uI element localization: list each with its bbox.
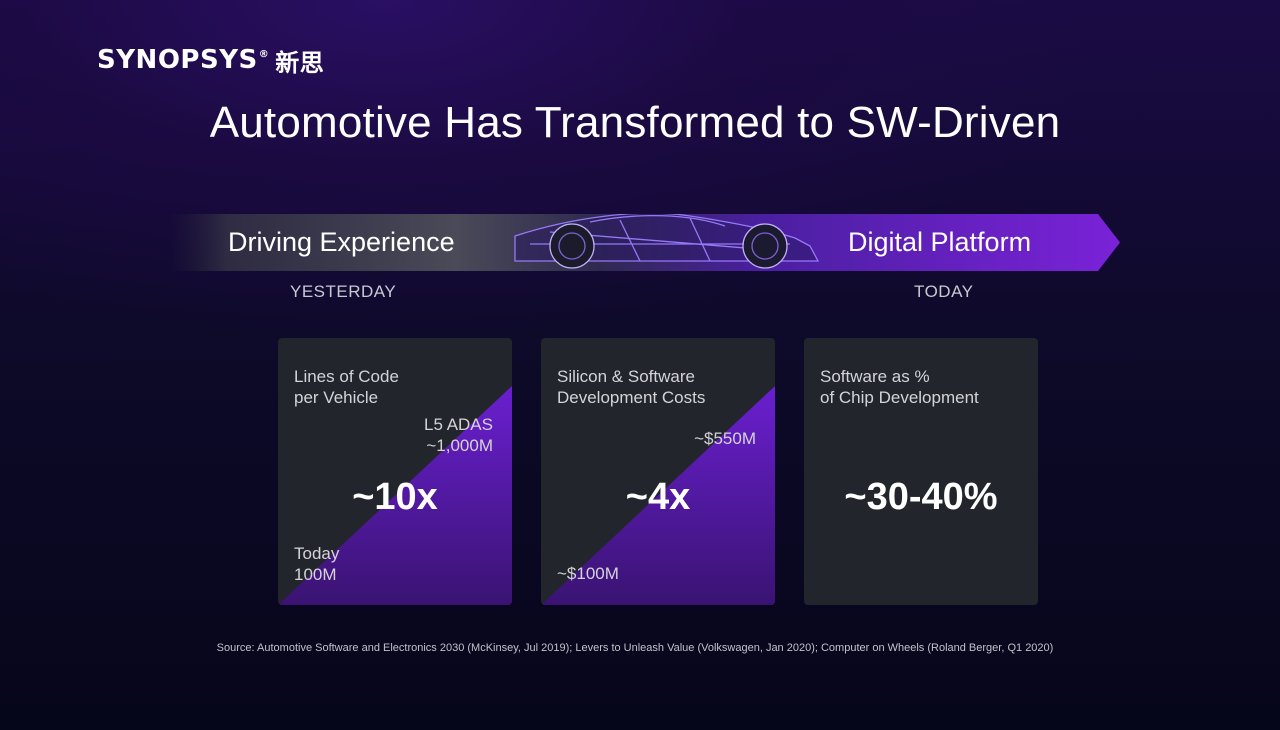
car-wireframe-icon [514,214,820,269]
card-percentage: ~30-40% [844,476,998,518]
source-footnote: Source: Automotive Software and Electron… [216,642,1054,654]
card-multiplier: ~10x [352,476,438,518]
growth-triangle-graphic [278,386,512,605]
card-bottom-value: Today 100M [294,544,340,584]
logo-brand: SYNOPSYS [97,45,258,75]
logo-registered-mark: ® [258,48,270,60]
card-heading: Software as % of Chip Development [820,367,979,407]
synopsys-logo: SYNOPSYS ® 新思 [97,44,325,77]
yesterday-label: YESTERDAY [290,282,397,301]
today-label: TODAY [914,282,974,301]
development-costs-card: Silicon & Software Development Costs ~$5… [541,338,775,605]
card-heading: Lines of Code per Vehicle [294,367,399,407]
card-multiplier: ~4x [625,476,691,518]
card-top-value: ~$550M [694,429,756,448]
arrow-band-graphic [170,214,1120,271]
logo-chinese: 新思 [275,48,325,77]
card-bottom-value: ~$100M [557,564,619,583]
digital-platform-label: Digital Platform [848,227,1032,257]
card-heading: Silicon & Software Development Costs [557,367,706,407]
growth-triangle-graphic [541,386,775,605]
software-share-card: Software as % of Chip Development ~30-40… [804,338,1038,605]
slide-title: Automotive Has Transformed to SW-Driven [209,98,1061,147]
driving-experience-label: Driving Experience [228,227,455,257]
lines-of-code-card: Lines of Code per Vehicle L5 ADAS ~1,000… [278,338,512,605]
card-top-value: L5 ADAS ~1,000M [424,415,493,455]
transformation-arrow-band: Driving Experience Digital Platform [170,214,1120,271]
